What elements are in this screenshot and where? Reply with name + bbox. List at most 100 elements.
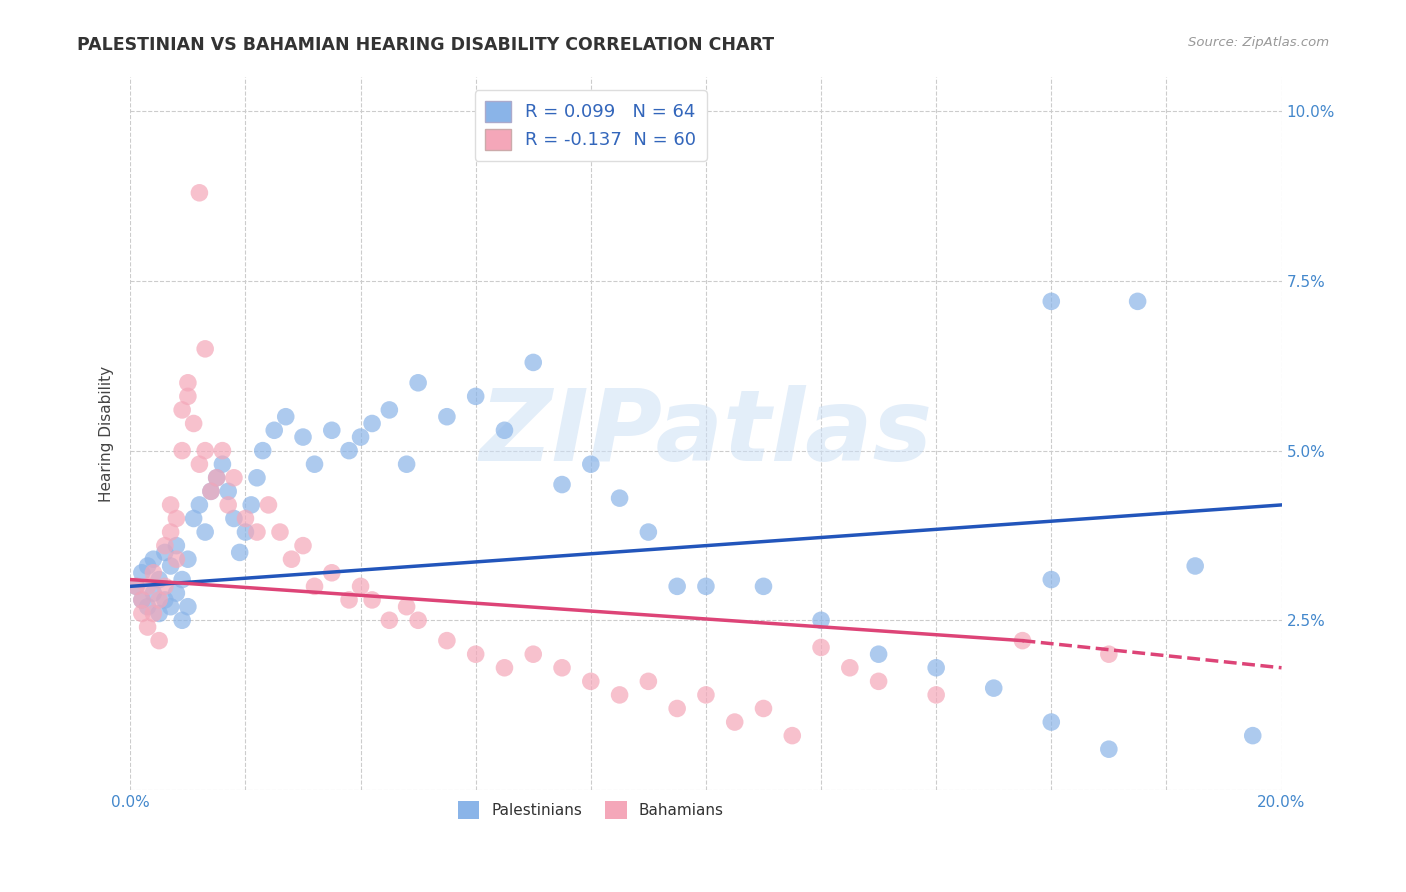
Point <box>349 579 371 593</box>
Point <box>1040 714 1063 729</box>
Point <box>172 613 194 627</box>
Point <box>579 674 602 689</box>
Point <box>246 524 269 539</box>
Point <box>172 403 194 417</box>
Point <box>159 498 181 512</box>
Point <box>810 613 832 627</box>
Point <box>522 355 544 369</box>
Point <box>263 423 285 437</box>
Point <box>194 443 217 458</box>
Point <box>217 484 239 499</box>
Text: PALESTINIAN VS BAHAMIAN HEARING DISABILITY CORRELATION CHART: PALESTINIAN VS BAHAMIAN HEARING DISABILI… <box>77 36 775 54</box>
Point <box>551 477 574 491</box>
Point <box>177 552 200 566</box>
Point <box>228 545 250 559</box>
Point <box>136 559 159 574</box>
Point <box>337 443 360 458</box>
Point <box>395 599 418 614</box>
Point <box>292 430 315 444</box>
Point <box>666 579 689 593</box>
Point <box>1098 742 1121 756</box>
Point <box>188 457 211 471</box>
Point <box>172 573 194 587</box>
Point <box>246 471 269 485</box>
Point <box>349 430 371 444</box>
Point <box>142 607 165 621</box>
Point <box>131 607 153 621</box>
Point <box>153 545 176 559</box>
Point <box>188 498 211 512</box>
Point <box>183 511 205 525</box>
Point <box>194 342 217 356</box>
Point <box>148 573 170 587</box>
Point <box>637 524 659 539</box>
Point <box>1040 573 1063 587</box>
Point <box>222 511 245 525</box>
Point <box>868 647 890 661</box>
Point <box>1184 559 1206 574</box>
Point <box>177 376 200 390</box>
Point <box>183 417 205 431</box>
Point <box>1126 294 1149 309</box>
Point <box>269 524 291 539</box>
Point <box>464 389 486 403</box>
Point <box>378 403 401 417</box>
Point <box>205 471 228 485</box>
Point <box>222 471 245 485</box>
Point <box>780 729 803 743</box>
Point <box>159 559 181 574</box>
Point <box>274 409 297 424</box>
Point <box>165 511 187 525</box>
Point <box>131 593 153 607</box>
Point <box>361 593 384 607</box>
Point <box>868 674 890 689</box>
Point <box>131 593 153 607</box>
Point <box>1040 294 1063 309</box>
Point <box>378 613 401 627</box>
Point <box>131 566 153 580</box>
Point <box>165 586 187 600</box>
Point <box>165 552 187 566</box>
Point <box>136 620 159 634</box>
Point <box>695 688 717 702</box>
Point <box>925 661 948 675</box>
Point <box>280 552 302 566</box>
Point <box>153 579 176 593</box>
Point <box>142 552 165 566</box>
Point <box>188 186 211 200</box>
Point <box>235 511 257 525</box>
Point <box>494 661 516 675</box>
Point <box>551 661 574 675</box>
Point <box>406 376 429 390</box>
Point <box>205 471 228 485</box>
Point <box>148 633 170 648</box>
Point <box>136 599 159 614</box>
Point <box>292 539 315 553</box>
Point <box>522 647 544 661</box>
Text: Source: ZipAtlas.com: Source: ZipAtlas.com <box>1188 36 1329 49</box>
Point <box>159 599 181 614</box>
Point <box>304 579 326 593</box>
Point <box>177 599 200 614</box>
Point <box>211 457 233 471</box>
Point <box>436 409 458 424</box>
Point <box>361 417 384 431</box>
Point <box>436 633 458 648</box>
Point <box>153 593 176 607</box>
Point <box>142 586 165 600</box>
Point <box>200 484 222 499</box>
Text: ZIPatlas: ZIPatlas <box>479 385 932 483</box>
Point <box>165 539 187 553</box>
Point <box>395 457 418 471</box>
Point <box>172 443 194 458</box>
Point <box>304 457 326 471</box>
Point <box>925 688 948 702</box>
Point <box>321 566 343 580</box>
Point <box>148 593 170 607</box>
Point <box>211 443 233 458</box>
Point <box>159 524 181 539</box>
Point <box>724 714 747 729</box>
Point <box>125 579 148 593</box>
Point <box>609 688 631 702</box>
Point <box>838 661 860 675</box>
